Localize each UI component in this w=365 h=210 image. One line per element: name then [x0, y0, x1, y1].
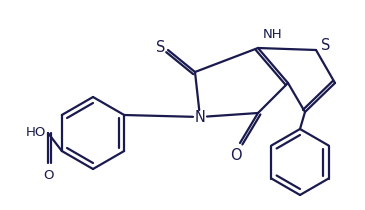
Text: NH: NH [263, 29, 283, 42]
Text: S: S [155, 41, 165, 55]
Text: HO: HO [26, 126, 46, 139]
Text: O: O [230, 148, 242, 163]
Text: S: S [321, 38, 330, 54]
Text: O: O [44, 169, 54, 182]
Text: N: N [195, 109, 205, 125]
